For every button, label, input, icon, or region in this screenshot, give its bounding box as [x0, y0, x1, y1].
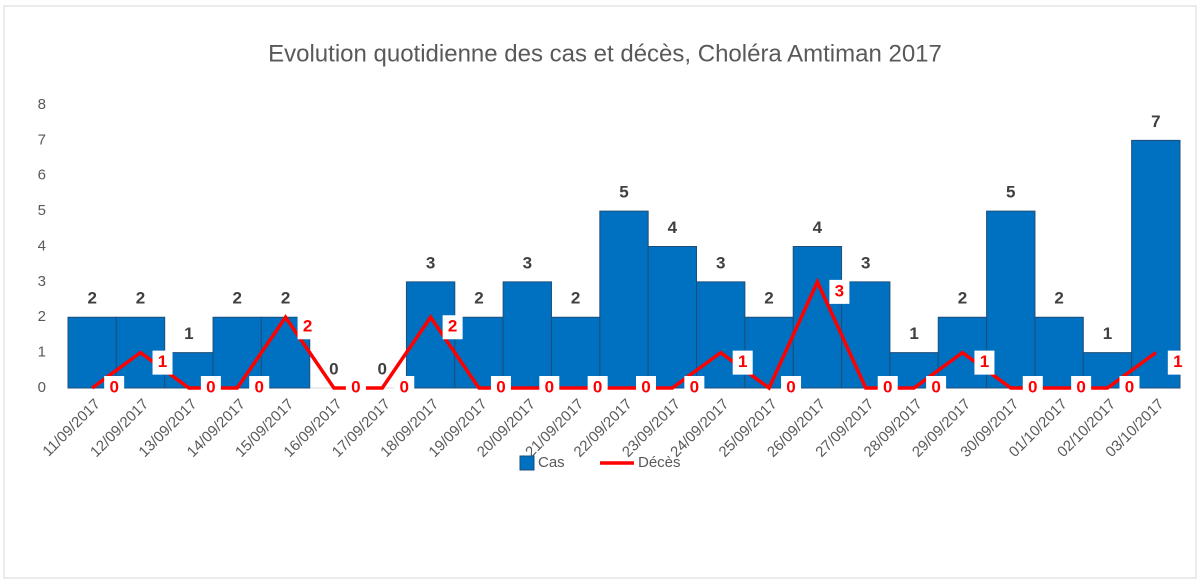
legend-label: Décès [638, 454, 681, 471]
line-label-box [152, 350, 173, 375]
bar-label: 2 [232, 289, 241, 308]
bar-label: 5 [619, 183, 628, 202]
y-tick-label: 1 [38, 344, 46, 361]
y-tick-label: 5 [38, 202, 46, 219]
line-label: 0 [400, 377, 409, 396]
line-label-box [1119, 376, 1140, 400]
bar-label: 5 [1006, 183, 1015, 202]
bar-label: 0 [329, 359, 338, 378]
bar-label: 1 [1103, 324, 1112, 343]
line-label-box [732, 350, 753, 375]
line-label-box [829, 279, 850, 304]
y-tick-label: 6 [38, 167, 46, 184]
line-label: 0 [786, 377, 795, 396]
bar-label: 0 [378, 359, 387, 378]
bar-label: 2 [764, 289, 773, 308]
line-label-box [490, 376, 511, 400]
line-label: 0 [883, 377, 892, 396]
line-label-box [1167, 350, 1188, 375]
line-label-box [442, 315, 463, 340]
line-label-box [781, 376, 802, 400]
bar-label: 2 [1054, 289, 1063, 308]
line-label-box [877, 376, 898, 400]
bar-label: 2 [571, 289, 580, 308]
line-label: 2 [448, 317, 457, 336]
line-label-box [587, 376, 608, 400]
line-label: 0 [351, 377, 360, 396]
y-tick-label: 7 [38, 131, 46, 148]
line-label: 2 [303, 317, 312, 336]
bar-label: 3 [861, 253, 870, 272]
line-label-box [926, 376, 947, 400]
line-label-box [104, 376, 125, 400]
line-label-box [636, 376, 656, 400]
bar [599, 210, 649, 389]
line-label: 1 [1173, 352, 1182, 371]
bar [1131, 139, 1181, 389]
bar [647, 246, 698, 389]
bar [841, 281, 891, 389]
line-label-box [1022, 376, 1043, 400]
bar-label: 2 [474, 289, 483, 308]
bar-label: 2 [281, 289, 290, 308]
line-label: 0 [641, 377, 650, 396]
line-label: 0 [1076, 377, 1085, 396]
line-label-box [200, 376, 221, 400]
line-label-box [684, 376, 705, 400]
y-tick-label: 4 [38, 237, 46, 254]
line-label-box [345, 376, 366, 400]
line-label-box [249, 376, 270, 400]
bar-label: 4 [813, 218, 823, 237]
line-label: 0 [1125, 377, 1134, 396]
line-label: 0 [931, 377, 940, 396]
bar [986, 210, 1036, 389]
line-label: 0 [254, 377, 263, 396]
bar-label: 1 [909, 324, 918, 343]
line-label: 0 [109, 377, 118, 396]
bar-label: 1 [184, 324, 193, 343]
y-tick-label: 3 [38, 273, 46, 290]
line-label-box [1071, 376, 1092, 400]
bar-label: 3 [426, 253, 435, 272]
bar-label: 3 [716, 253, 725, 272]
line-label: 1 [158, 352, 167, 371]
y-tick-label: 0 [38, 379, 46, 396]
line-label-box [394, 376, 415, 400]
y-tick-label: 2 [38, 308, 46, 325]
line-label: 0 [690, 377, 699, 396]
line-label: 1 [980, 352, 989, 371]
bar-label: 7 [1151, 112, 1160, 131]
bar-label: 3 [523, 253, 532, 272]
line-label-box [974, 350, 995, 375]
bar-label: 2 [136, 289, 145, 308]
y-tick-label: 8 [38, 96, 46, 113]
line-label: 1 [738, 352, 747, 371]
line-label-box [297, 315, 318, 340]
chart-title: Evolution quotidienne des cas et décès, … [268, 40, 942, 67]
line-label: 0 [545, 377, 554, 396]
line-label: 3 [835, 281, 844, 300]
line-label: 0 [206, 377, 215, 396]
legend-label: Cas [538, 454, 565, 471]
line-label: 0 [1028, 377, 1037, 396]
line-label-box [539, 376, 560, 400]
bar-label: 4 [668, 218, 678, 237]
line-label: 0 [593, 377, 602, 396]
line-label: 0 [496, 377, 505, 396]
legend-swatch [519, 455, 535, 471]
bar-label: 2 [87, 289, 96, 308]
bar-label: 2 [958, 289, 967, 308]
bar [502, 281, 552, 389]
